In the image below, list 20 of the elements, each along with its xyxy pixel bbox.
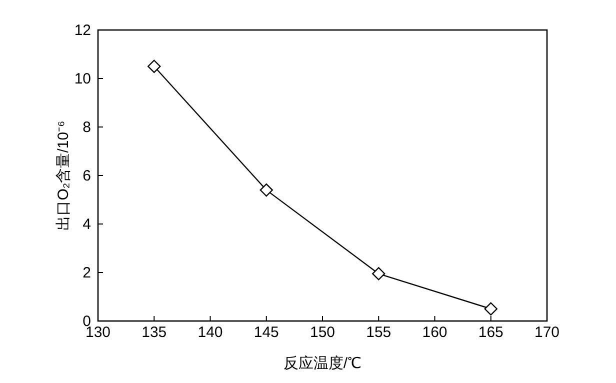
point — [148, 60, 161, 73]
point — [484, 302, 498, 316]
y-tick-label: 6 — [82, 168, 91, 184]
point — [260, 183, 273, 197]
y-tick-label: 10 — [74, 70, 91, 88]
y-tick-label: 4 — [82, 216, 91, 233]
x-tick-label: 135 — [142, 324, 167, 341]
y-tick-label: 2 — [82, 264, 91, 282]
y-tick-label: 8 — [82, 119, 91, 136]
x-tick-label: 160 — [422, 324, 448, 341]
x-tick-label: 155 — [366, 324, 392, 341]
x-tick-label: 165 — [478, 324, 504, 341]
x-tick-label: 170 — [534, 324, 560, 341]
x-axis-title: 反应温度/℃ — [283, 355, 362, 372]
x-tick-label: 145 — [254, 324, 279, 341]
y-axis-title: 出口O₂含量/10⁻⁶ — [55, 120, 72, 230]
point — [372, 267, 386, 280]
y-tick-label: 12 — [74, 22, 91, 39]
x-tick-label: 150 — [310, 324, 336, 341]
x-tick-label: 140 — [198, 324, 223, 341]
